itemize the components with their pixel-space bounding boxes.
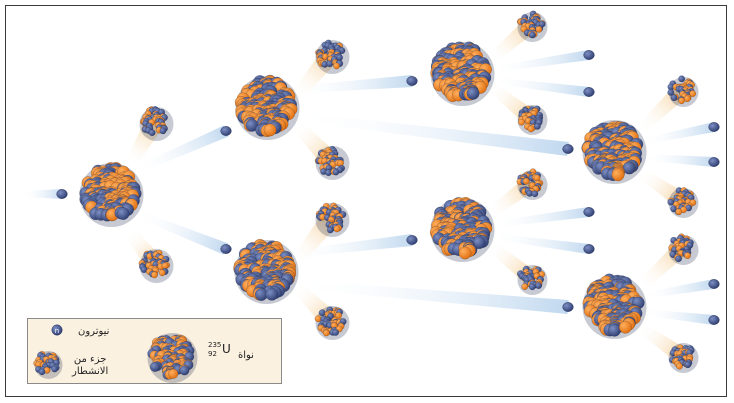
- fission-fragment: [517, 105, 548, 135]
- fission-fragment: [315, 202, 350, 237]
- neutron-beam: [641, 309, 715, 325]
- legend-fragment-line-1: جزء من: [73, 354, 107, 365]
- fission-fragment: [315, 39, 350, 74]
- fission-fragment: [139, 106, 174, 141]
- uranium-nucleus-gen2-bottom: [233, 238, 299, 304]
- fission-fragment: [516, 265, 548, 295]
- fission-fragment: [516, 168, 548, 200]
- uranium-nucleus-gen4-a: [581, 120, 647, 184]
- neutron: [708, 279, 720, 289]
- neutron: [562, 302, 574, 312]
- neutron-beam: [489, 207, 590, 228]
- legend-fragment-cluster: [33, 350, 63, 379]
- nuclei-layer: [79, 10, 699, 373]
- neutron-beam: [641, 154, 715, 167]
- uranium-nucleus-gen3-b: [429, 196, 495, 262]
- neutron-beam: [291, 234, 413, 258]
- neutron-beam: [641, 279, 715, 299]
- neutron: [583, 244, 595, 254]
- isotope-element-symbol: U: [222, 342, 231, 356]
- legend-fragment-line-2: الانشطار: [72, 366, 109, 377]
- fission-fragment: [138, 249, 174, 283]
- fission-fragment: [516, 10, 548, 42]
- neutron-beam: [489, 77, 590, 97]
- neutron: [583, 207, 595, 217]
- neutron-beam: [641, 122, 716, 145]
- isotope-mass-number: 235: [208, 341, 222, 349]
- neutron: [220, 126, 232, 136]
- neutron: [708, 157, 720, 167]
- neutron: [583, 50, 595, 60]
- legend-fragment-label: جزء من الانشطار: [72, 354, 108, 378]
- legend-neutron-label: نيوترون: [78, 326, 110, 337]
- neutron: [708, 315, 720, 325]
- neutron-beam: [291, 75, 413, 94]
- legend-neutron-glyph: n: [55, 327, 59, 335]
- fission-fragment: [667, 75, 699, 107]
- neutron-beam: [489, 233, 590, 254]
- incoming-neutron: [56, 189, 68, 199]
- legend-box: n نيوترون جزء من الانشطار 235 92 U نواة: [27, 318, 282, 384]
- neutron: [708, 122, 720, 132]
- neutron-beams-layer: [22, 50, 716, 325]
- neutron-beam: [291, 279, 569, 314]
- legend-nucleus-icon: [147, 333, 198, 383]
- neutron-beam: [489, 50, 590, 73]
- legend-fragment-icon: [33, 350, 63, 379]
- legend-neutron-icon: n: [51, 324, 63, 336]
- isotope-atomic-number: 92: [208, 350, 217, 358]
- neutron-beam: [133, 209, 229, 255]
- neutron: [220, 244, 232, 254]
- neutron-beam: [291, 111, 569, 156]
- uranium-nucleus-gen4-b: [582, 273, 647, 339]
- neutron: [562, 144, 574, 154]
- neutron: [406, 76, 418, 86]
- neutron-beam: [133, 125, 229, 175]
- fission-fragment: [668, 343, 699, 373]
- uranium-nucleus-gen2-top: [234, 74, 300, 140]
- legend-nucleus-label: نواة: [238, 350, 254, 361]
- uranium-nucleus-gen3-a: [430, 41, 495, 106]
- fission-fragment: [314, 306, 350, 340]
- fission-fragment: [314, 145, 350, 180]
- neutrons-layer: [56, 50, 720, 325]
- fragment-trail: [291, 48, 339, 100]
- neutron: [406, 235, 418, 245]
- legend-icons: n: [33, 324, 198, 383]
- legend-nucleus-cluster: [147, 333, 198, 383]
- uranium-nucleus-gen1: [79, 161, 144, 227]
- fission-fragment: [667, 187, 699, 218]
- fission-fragment: [668, 233, 699, 265]
- incoming-neutron-beam: [22, 189, 62, 199]
- neutron: [583, 87, 595, 97]
